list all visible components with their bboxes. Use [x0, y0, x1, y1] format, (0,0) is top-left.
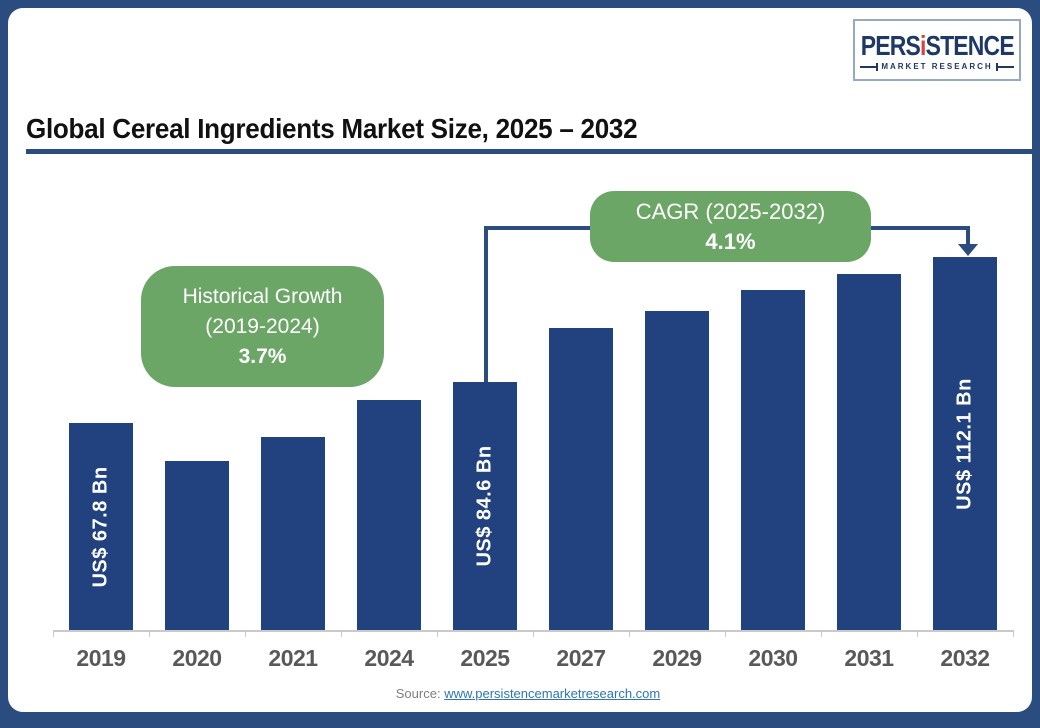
logo-wordmark: PERSiSTENCE — [860, 30, 1014, 61]
bar-2020 — [165, 461, 229, 630]
source-line: Source: www.persistencemarketresearch.co… — [8, 686, 1040, 701]
bar-2025: US$ 84.6 Bn — [453, 382, 517, 630]
bar-value-label-2025: US$ 84.6 Bn — [473, 445, 496, 567]
x-axis-tick — [1013, 630, 1014, 637]
bar-2021 — [261, 437, 325, 630]
historical-growth-callout: Historical Growth (2019-2024) 3.7% — [141, 266, 384, 387]
logo-bracket-tick-right — [995, 62, 998, 71]
x-axis-label-2019: 2019 — [76, 645, 126, 671]
x-axis-tick — [245, 630, 246, 637]
x-axis-label-2020: 2020 — [172, 645, 222, 671]
logo-text-post: STENCE — [925, 30, 1014, 61]
x-axis-label-2032: 2032 — [940, 645, 990, 671]
bar-value-label-2032: US$ 112.1 Bn — [953, 377, 976, 510]
x-axis-label-2024: 2024 — [364, 645, 414, 671]
cagr-callout: CAGR (2025-2032) 4.1% — [590, 191, 871, 262]
bar-2032: US$ 112.1 Bn — [933, 257, 997, 630]
bar-2029 — [645, 311, 709, 630]
cagr-bracket-vertical-right — [966, 226, 970, 246]
historical-growth-line2: (2019-2024) — [205, 314, 320, 338]
persistence-logo: PERSiSTENCE MARKET RESEARCH — [853, 19, 1021, 81]
x-axis-tick — [149, 630, 150, 637]
bar-chart: US$ 67.8 Bn 2019 2020 2021 2024 US$ 84.6 Bn 20… — [8, 8, 1040, 728]
logo-tagline: MARKET RESEARCH — [881, 62, 993, 71]
x-axis-label-2025: 2025 — [460, 645, 510, 671]
logo-tagline-row: MARKET RESEARCH — [855, 62, 1019, 71]
x-axis-label-2029: 2029 — [652, 645, 702, 671]
x-axis-tick — [629, 630, 630, 637]
bar-2024 — [357, 400, 421, 630]
historical-growth-value: 3.7% — [238, 344, 287, 368]
source-prefix: Source: — [395, 686, 441, 701]
bar-2031 — [837, 274, 901, 630]
logo-bracket-tick-left — [876, 62, 879, 71]
logo-bracket-line-left — [860, 65, 877, 68]
bar-2019: US$ 67.8 Bn — [69, 423, 133, 630]
x-axis-tick — [821, 630, 822, 637]
cagr-arrow-icon — [958, 244, 978, 256]
cagr-line1: CAGR (2025-2032) — [635, 198, 826, 224]
x-axis-tick — [725, 630, 726, 637]
x-axis-label-2021: 2021 — [268, 645, 318, 671]
cagr-value: 4.1% — [705, 228, 756, 254]
content-panel: PERSiSTENCE MARKET RESEARCH Global Cerea… — [8, 8, 1032, 712]
bar-2027 — [549, 328, 613, 630]
x-axis-tick — [53, 630, 54, 637]
historical-growth-line1: Historical Growth — [182, 284, 343, 308]
bar-value-label-2019: US$ 67.8 Bn — [89, 465, 112, 588]
x-axis-label-2031: 2031 — [844, 645, 894, 671]
cagr-bracket-vertical-left — [484, 226, 488, 383]
bar-2030 — [741, 290, 805, 630]
logo-red-i: i — [919, 30, 926, 61]
x-axis-tick — [437, 630, 438, 637]
x-axis-tick — [341, 630, 342, 637]
x-axis-tick — [917, 630, 918, 637]
title-underline — [26, 149, 1032, 154]
page-title: Global Cereal Ingredients Market Size, 2… — [26, 113, 638, 144]
source-link[interactable]: www.persistencemarketresearch.com — [444, 686, 661, 701]
x-axis-tick — [533, 630, 534, 637]
logo-bracket-line-right — [997, 65, 1014, 68]
logo-text-pre: PERS — [860, 30, 920, 61]
x-axis-label-2027: 2027 — [556, 645, 606, 671]
x-axis-label-2030: 2030 — [748, 645, 798, 671]
